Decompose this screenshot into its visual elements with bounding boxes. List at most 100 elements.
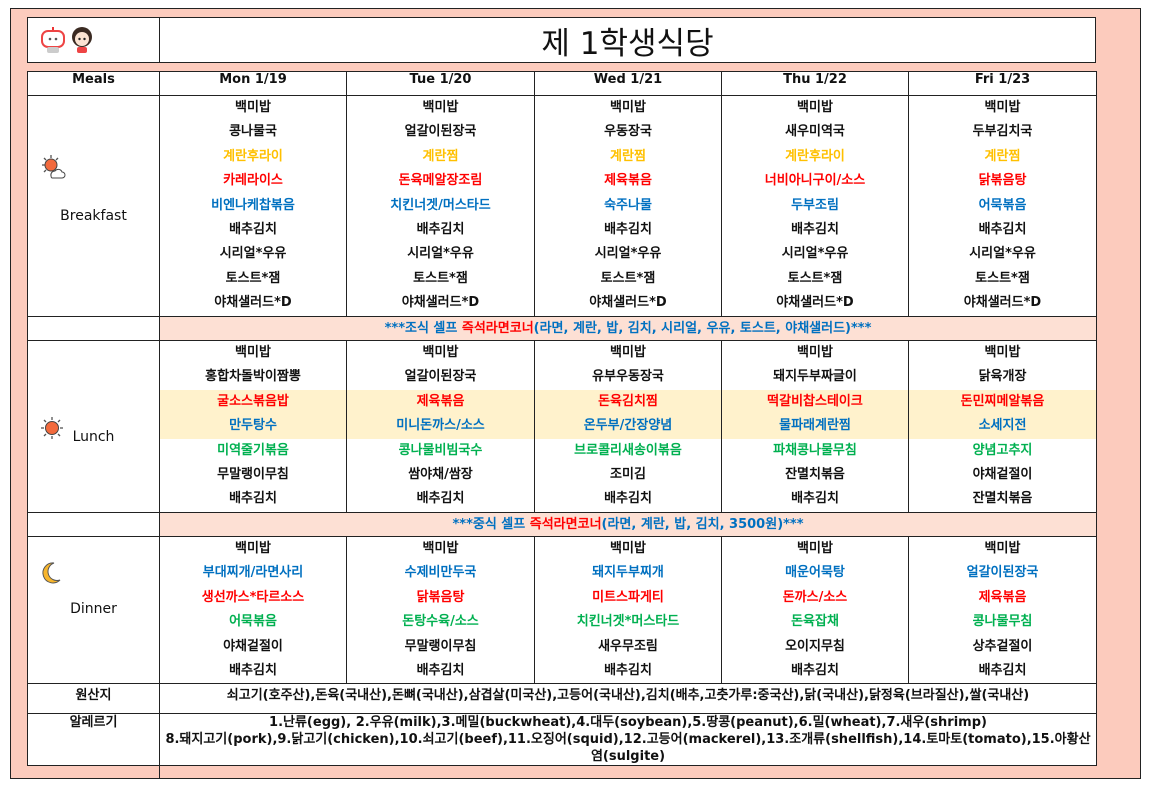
moon-icon (40, 561, 62, 589)
menu-item: 돈육메알장조림 (398, 173, 483, 189)
day-menu-cell: 백미밥 홍합차돌박이짬뽕 굴소스볶음밥 만두탕수 미역줄기볶음 무말랭이무침 배추김치 (159, 340, 347, 513)
menu-item: 상추겉절이 (972, 638, 1033, 654)
menu-item: 백미밥 (422, 541, 459, 556)
divider (159, 752, 160, 779)
menu-item: 배추김치 (416, 221, 465, 237)
menu-item: 시리얼*우유 (407, 246, 474, 262)
allergy-row: 알레르기 1.난류(egg), 2.우유(milk),3.메밀(buckwheat… (27, 713, 1097, 767)
menu-item: 시리얼*우유 (969, 246, 1036, 262)
menu-item: 제육볶음 (604, 173, 652, 189)
menu-item: 계란찜 (610, 148, 646, 164)
menu-table: Meals Mon 1/19 Tue 1/20 Wed 1/21 Thu 1/22 Fri… (27, 71, 1097, 767)
menu-item: 새우미역국 (785, 124, 845, 140)
allergy-line-1: 1.난류(egg), 2.우유(milk),3.메밀(buckwheat),4.… (269, 715, 987, 731)
meal-row-breakfast: Breakfast 백미밥 콩나물국 계란후라이 카레라이스 비엔나케찹볶음 배추김치 시리얼… (27, 95, 1097, 317)
menu-item: 어묵볶음 (978, 197, 1027, 213)
sun-cloud-icon (40, 154, 66, 184)
menu-item: 비엔나케찹볶음 (211, 197, 295, 213)
menu-item: 너비아니구이/소스 (764, 173, 866, 189)
menu-item: 배추김치 (416, 662, 465, 678)
menu-item: 배추김치 (229, 662, 277, 678)
menu-item: 브로콜리새송이볶음 (574, 442, 682, 458)
menu-item: 새우무조림 (598, 638, 658, 654)
meal-label: Lunch (72, 429, 115, 445)
menu-item: 닭볶음탕 (416, 589, 465, 605)
title-bar: 제 1학생식당 (27, 17, 1096, 63)
menu-item: 양념고추지 (972, 442, 1033, 458)
menu-item: 계란후라이 (785, 148, 845, 164)
menu-item: 카레라이스 (223, 173, 283, 189)
day-menu-cell: 백미밥 새우미역국 계란후라이 너비아니구이/소스 두부조림 배추김치 시리얼*우유 토스트*… (721, 95, 909, 317)
menu-item: 미니돈까스/소스 (347, 414, 534, 439)
origin-row: 원산지 쇠고기(호주산),돈육(국내산),돈뼈(국내산),삼겹살(미국산),고등어… (27, 683, 1097, 715)
menu-item: 홍합차돌박이짬뽕 (205, 369, 301, 385)
menu-item: 얼갈이된장국 (966, 565, 1039, 581)
day-header: Tue 1/20 (346, 71, 535, 96)
menu-item: 무말랭이무침 (404, 638, 477, 654)
meal-label: Breakfast (60, 208, 127, 224)
page-title: 제 1학생식당 (541, 25, 714, 62)
menu-item: 파채콩나물무침 (773, 442, 857, 458)
menu-item: 배추김치 (978, 221, 1027, 237)
menu-item: 토스트*잼 (225, 270, 281, 286)
menu-item: 야채겉절이 (223, 638, 283, 654)
day-menu-cell: 백미밥 부대찌개/라면사리 생선까스*타르소스 어묵볶음 야채겉절이 배추김치 (159, 535, 347, 685)
menu-item: 배추김치 (604, 662, 652, 678)
menu-item: 제육볶음 (978, 589, 1027, 605)
menu-item: 배추김치 (791, 491, 839, 507)
menu-item: 돼지두부짜글이 (773, 369, 857, 385)
menu-item: 만두탕수 (160, 414, 346, 439)
menu-item: 얼갈이된장국 (404, 369, 477, 385)
menu-item: 콩나물비빔국수 (398, 442, 483, 458)
banner-segment: ***중식 셀프 (452, 517, 530, 532)
menu-item: 쌈야채/쌈장 (408, 466, 473, 482)
meal-label: Dinner (70, 601, 117, 617)
menu-item: 야채샐러드*D (401, 295, 480, 311)
day-menu-cell: 백미밥 얼갈이된장국 제육볶음 콩나물무침 상추겉절이 배추김치 (908, 535, 1097, 685)
allergy-label: 알레르기 (27, 713, 160, 767)
banner-segment: ***조식 셀프 (384, 321, 462, 336)
menu-item: 계란후라이 (223, 148, 283, 164)
menu-item: 백미밥 (235, 541, 271, 556)
banner-segment: 즉석라면코너 (461, 321, 534, 336)
menu-item: 치킨너겟/머스타드 (390, 197, 491, 213)
menu-item: 굴소스볶음밥 (160, 389, 346, 415)
meal-row-dinner: Dinner 백미밥 부대찌개/라면사리 생선까스*타르소스 어묵볶음 야채겉절이 배추김치… (27, 535, 1097, 685)
menu-item: 유부우동장국 (592, 369, 664, 385)
menu-item: 미역줄기볶음 (217, 442, 289, 458)
menu-item: 야채샐러드*D (589, 295, 667, 311)
meal-label-cell: Lunch (27, 340, 160, 513)
menu-item: 돈육김치찜 (535, 389, 721, 415)
menu-item: 배추김치 (978, 662, 1027, 678)
menu-item: 백미밥 (610, 541, 646, 556)
robot-mascot-icon (41, 27, 65, 53)
menu-item: 두부김치국 (972, 124, 1033, 140)
banner-segment: 즉석라면코너 (529, 517, 602, 532)
menu-item: 제육볶음 (347, 389, 534, 415)
origin-label: 원산지 (27, 683, 160, 715)
menu-item: 온두부/간장양념 (535, 414, 721, 439)
menu-item: 돈탕수육/소스 (402, 614, 479, 630)
day-header: Fri 1/23 (908, 71, 1097, 96)
menu-item: 백미밥 (235, 345, 271, 360)
meal-row-lunch: Lunch 백미밥 홍합차돌박이짬뽕 굴소스볶음밥 만두탕수 미역줄기볶음 무말랭이무침 배추… (27, 340, 1097, 513)
menu-item: 돼지두부찌개 (592, 565, 664, 581)
menu-item: 물파래계란찜 (722, 414, 908, 439)
menu-item: 치킨너겟*머스타드 (576, 614, 680, 630)
ramen-corner-banner: ***중식 셀프 즉석라면코너(라면, 계란, 밥, 김치, 3500원)*** (27, 512, 1097, 537)
menu-item: 토스트*잼 (787, 270, 843, 286)
menu-item: 백미밥 (797, 541, 833, 556)
menu-item: 시리얼*우유 (781, 246, 849, 262)
banner-left-cell (27, 316, 160, 341)
meal-label-cell: Breakfast (27, 95, 160, 317)
menu-item: 백미밥 (984, 100, 1021, 115)
menu-item: 돈민찌메알볶음 (909, 389, 1096, 415)
menu-item: 계란찜 (984, 148, 1021, 164)
menu-item: 백미밥 (235, 100, 271, 115)
day-menu-cell: 백미밥 매운어묵탕 돈까스/소스 돈육잡채 오이지무침 배추김치 (721, 535, 909, 685)
menu-item: 백미밥 (984, 345, 1021, 360)
sun-icon (40, 416, 64, 444)
meal-label-cell: Dinner (27, 535, 160, 685)
menu-item: 매운어묵탕 (785, 565, 845, 581)
menu-item: 야채샐러드*D (214, 295, 292, 311)
